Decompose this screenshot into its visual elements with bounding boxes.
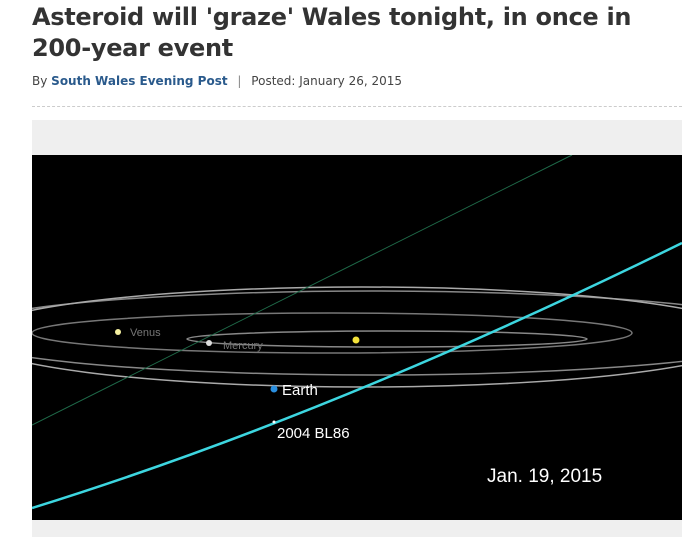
- separator: |: [237, 74, 242, 88]
- byline-prefix: By: [32, 74, 48, 88]
- date-label: Jan. 19, 2015: [487, 466, 602, 487]
- asteroid: [272, 420, 276, 424]
- orbit-image: Venus Mercury Earth 2004 BL86 Jan. 19, 2…: [32, 155, 682, 520]
- headline: Asteroid will 'graze' Wales tonight, in …: [32, 3, 632, 62]
- earth: [270, 385, 278, 393]
- earth-label: Earth: [282, 382, 318, 399]
- mercury-orbit: [186, 330, 588, 348]
- mercury-label: Mercury: [223, 340, 263, 352]
- mars-orbit: [32, 290, 682, 376]
- asteroid-label: 2004 BL86: [277, 425, 350, 442]
- sun: [352, 336, 360, 344]
- asteroid-path: [32, 241, 682, 510]
- venus-orbit: [32, 312, 633, 354]
- byline: By South Wales Evening Post | Posted: Ja…: [32, 74, 402, 88]
- venus-label: Venus: [130, 327, 161, 339]
- asteroid-inbound-path: [32, 155, 573, 426]
- venus: [115, 329, 121, 335]
- divider: [32, 106, 682, 107]
- mercury: [206, 340, 212, 346]
- author-link[interactable]: South Wales Evening Post: [51, 74, 228, 88]
- posted-date: Posted: January 26, 2015: [251, 74, 403, 88]
